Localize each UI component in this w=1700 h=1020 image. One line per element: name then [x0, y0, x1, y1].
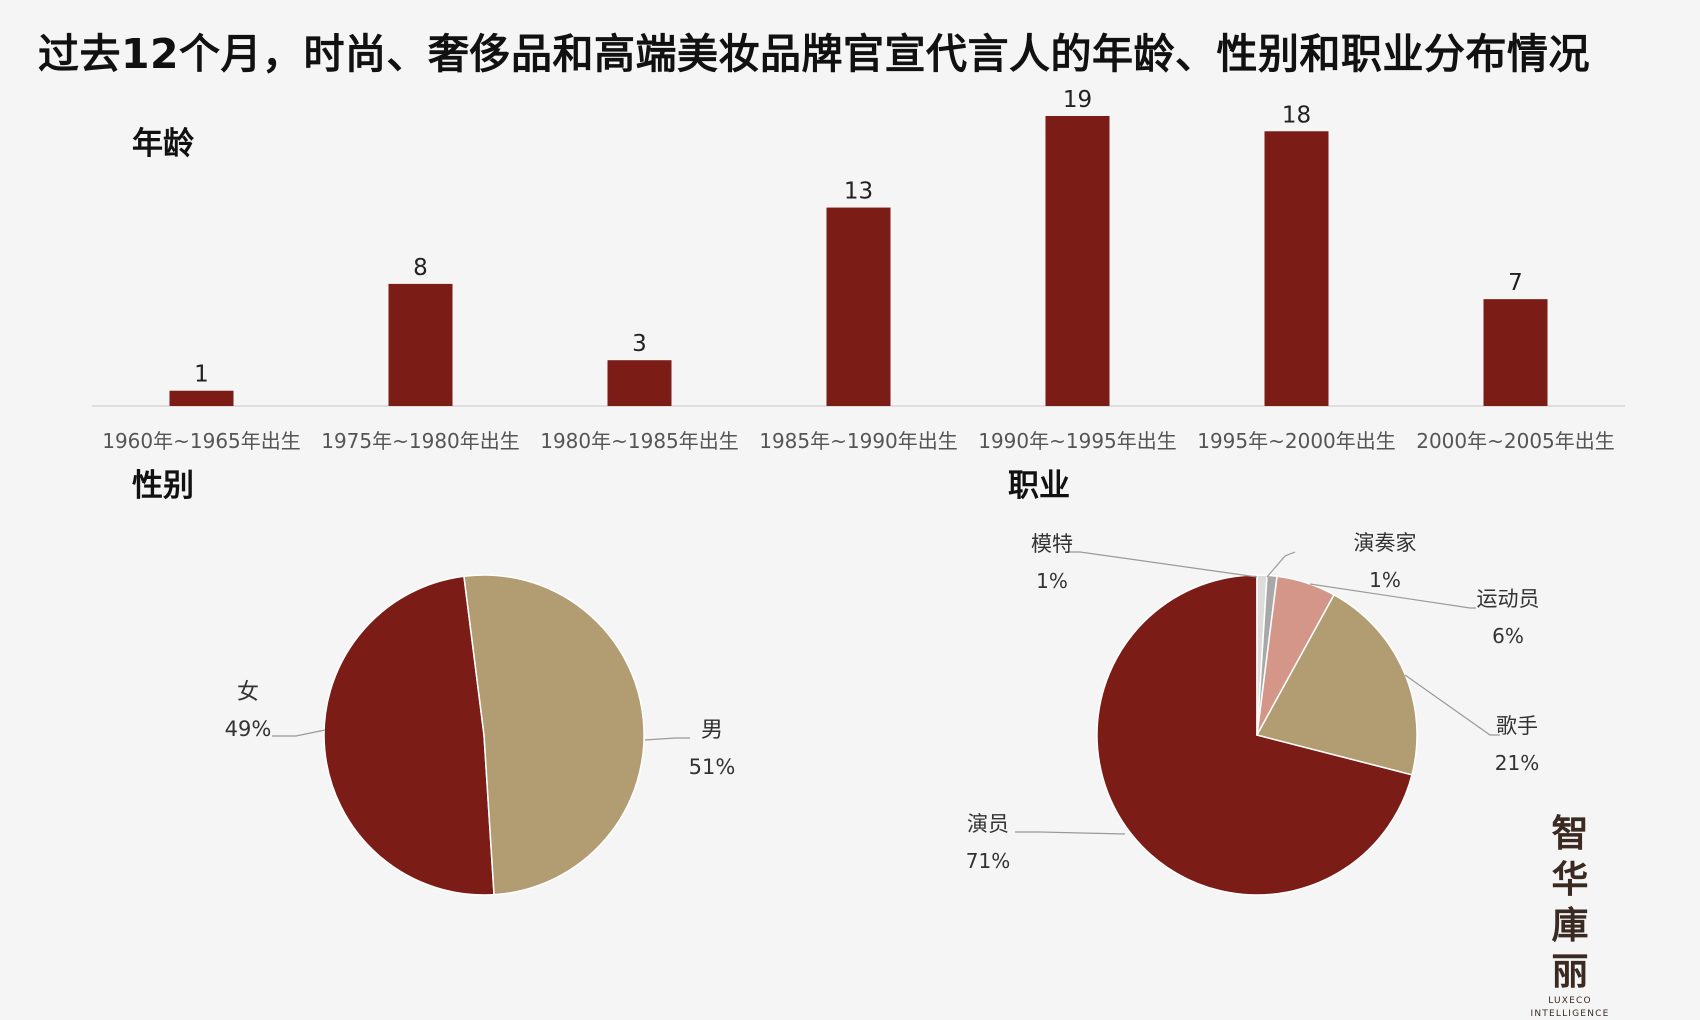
age-bar: [388, 283, 453, 406]
age-bar: [1045, 116, 1110, 406]
gender-slice-value: 51%: [689, 755, 736, 779]
logo-chinese-line2: 庫丽: [1551, 903, 1598, 993]
gender-slice-label: 女: [237, 680, 259, 705]
leader-line: [1309, 583, 1476, 609]
age-category-label: 1990年~1995年出生: [978, 429, 1177, 453]
page-title: 过去12个月，时尚、奢侈品和高端美妆品牌官宣代言人的年龄、性别和职业分布情况: [38, 30, 1591, 78]
age-category-label: 2000年~2005年出生: [1416, 429, 1615, 453]
gender-section-label: 性别: [132, 468, 194, 504]
age-bar-chart: 1 1960年~1965年出生 8 1975年~1980年出生 3 1980年~1985年…: [92, 87, 1625, 453]
occupation-pie-chart: 演员 71% 模特 1% 演奏家 1% 运动员 6% 歌手 21%: [966, 531, 1540, 896]
age-bar-value-label: 8: [413, 255, 428, 281]
occupation-slice-value: 21%: [1495, 751, 1539, 775]
age-bar-value-label: 13: [844, 179, 873, 205]
leader-line: [1015, 831, 1126, 835]
occupation-slice-value: 1%: [1036, 569, 1068, 593]
leader-line: [1404, 674, 1500, 736]
gender-slice-value: 49%: [225, 717, 272, 741]
occupation-slice-label: 演员: [967, 812, 1009, 836]
occupation-section-label: 职业: [1008, 468, 1070, 504]
occupation-slice-value: 1%: [1369, 568, 1401, 592]
leader-line: [1266, 551, 1296, 578]
logo-chinese-line1: 智华: [1551, 811, 1598, 901]
occupation-slice-label: 运动员: [1477, 587, 1540, 611]
age-bar-value-label: 7: [1508, 270, 1523, 296]
age-bar-value-label: 19: [1063, 87, 1092, 113]
gender-pie-chart: 女 49% 男 51%: [225, 574, 736, 896]
age-bar: [826, 207, 891, 406]
age-section-label: 年龄: [132, 126, 194, 162]
age-bar: [1264, 131, 1329, 406]
age-category-label: 1980年~1985年出生: [540, 429, 739, 453]
logo-english-line1: LUXECO: [1548, 996, 1592, 1006]
age-category-label: 1975年~1980年出生: [321, 429, 520, 453]
age-category-label: 1985年~1990年出生: [759, 429, 958, 453]
occupation-slice-value: 6%: [1492, 624, 1524, 648]
occupation-pie-slice: [1096, 574, 1413, 896]
age-bar: [1483, 299, 1548, 406]
logo-english-line2: INTELLIGENCE: [1530, 1009, 1610, 1019]
age-bar-value-label: 1: [194, 362, 209, 388]
occupation-slice-label: 模特: [1031, 532, 1073, 556]
leader-line: [644, 737, 690, 741]
age-bar-value-label: 18: [1282, 102, 1311, 128]
occupation-slice-value: 71%: [966, 849, 1010, 873]
gender-pie-slice: [323, 575, 495, 896]
age-bar-value-label: 3: [632, 331, 647, 357]
age-bar: [169, 390, 234, 406]
brand-logo: 智华 庫丽 LUXECO INTELLIGENCE: [1520, 810, 1620, 1020]
occupation-slice-label: 演奏家: [1354, 531, 1417, 555]
gender-slice-label: 男: [701, 718, 723, 743]
age-category-label: 1995年~2000年出生: [1197, 429, 1396, 453]
age-bar: [607, 360, 672, 406]
age-category-label: 1960年~1965年出生: [102, 429, 301, 453]
gender-pie-slice: [463, 574, 645, 896]
occupation-slice-label: 歌手: [1496, 714, 1538, 738]
leader-line: [272, 729, 326, 737]
occupation-pie-slice: [1255, 593, 1418, 776]
leader-line: [1068, 551, 1258, 578]
